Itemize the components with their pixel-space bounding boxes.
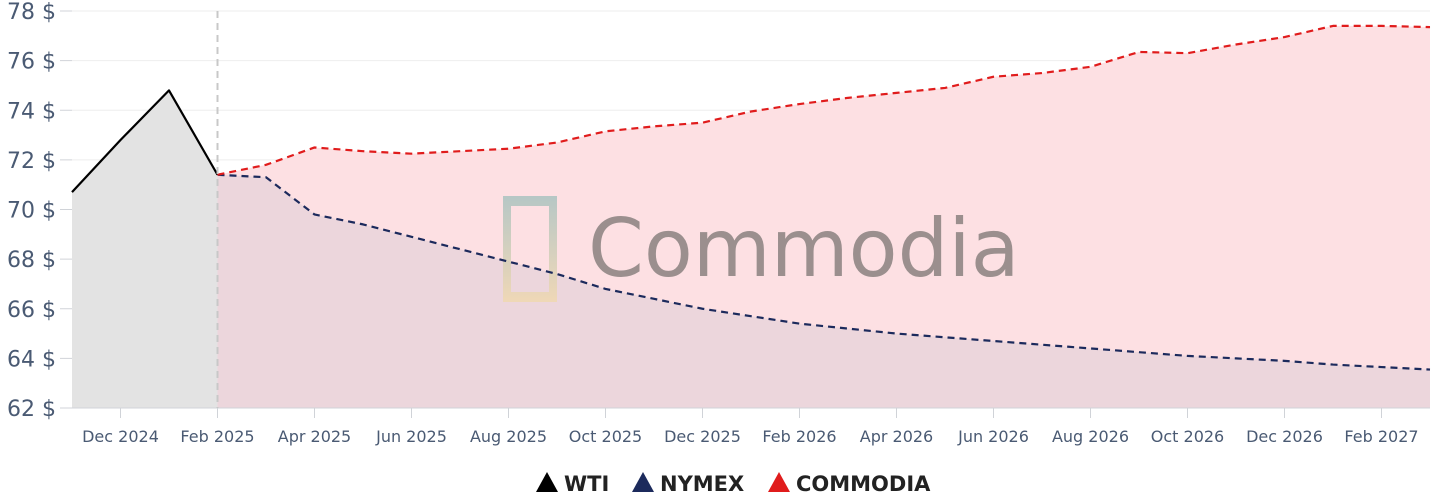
legend-marker-wti	[536, 472, 558, 492]
y-axis-ticks: 62 $ 64 $ 66 $ 68 $ 70 $ 72 $ 74 $ 76 $ 78 $	[7, 0, 56, 422]
x-tick-label: Aug 2025	[470, 427, 547, 446]
x-axis-ticks: Dec 2024 Feb 2025 Apr 2025 Jun 2025 Aug 2025…	[82, 427, 1418, 446]
x-tick-label: Dec 2025	[664, 427, 741, 446]
x-tick-label: Oct 2025	[569, 427, 642, 446]
commodia-watermark: Commodia	[503, 196, 1020, 302]
y-tick-label: 76 $	[7, 50, 56, 75]
legend-label-wti: WTI	[564, 472, 609, 496]
watermark-text: Commodia	[588, 202, 1020, 295]
x-tick-label: Oct 2026	[1151, 427, 1224, 446]
legend-marker-commodia	[768, 472, 790, 492]
x-tick-label: Dec 2026	[1246, 427, 1323, 446]
x-tick-label: Apr 2025	[278, 427, 351, 446]
commodia-logo-icon	[503, 196, 557, 302]
legend: WTI NYMEX COMMODIA	[536, 472, 931, 496]
legend-label-nymex: NYMEX	[660, 472, 744, 496]
y-tick-label: 70 $	[7, 199, 56, 224]
x-tick-label: Feb 2025	[180, 427, 254, 446]
x-tick-label: Aug 2026	[1052, 427, 1129, 446]
y-tick-label: 62 $	[7, 397, 56, 422]
line-wti	[71, 89, 219, 193]
x-tick-label: Feb 2026	[762, 427, 836, 446]
legend-label-commodia: COMMODIA	[796, 472, 931, 496]
area-wti	[72, 90, 218, 409]
y-tick-label: 68 $	[7, 248, 56, 273]
series-areas	[72, 25, 1430, 409]
line-commodia	[217, 24, 1431, 176]
x-tick-label: Jun 2026	[957, 427, 1029, 446]
legend-marker-nymex	[632, 472, 654, 492]
x-tick-label: Jun 2025	[375, 427, 447, 446]
axes	[72, 11, 1430, 409]
line-nymex	[217, 173, 1431, 371]
y-tick-label: 74 $	[7, 99, 56, 124]
y-tick-label: 72 $	[7, 149, 56, 174]
y-tick-label: 78 $	[7, 0, 56, 25]
x-tick-label: Apr 2026	[860, 427, 933, 446]
y-tick-label: 66 $	[7, 298, 56, 323]
series-lines	[71, 24, 1431, 371]
y-tick-label: 64 $	[7, 347, 56, 372]
area-nymex	[217, 174, 1430, 408]
x-tick-label: Feb 2027	[1344, 427, 1418, 446]
x-tick-label: Dec 2024	[82, 427, 159, 446]
